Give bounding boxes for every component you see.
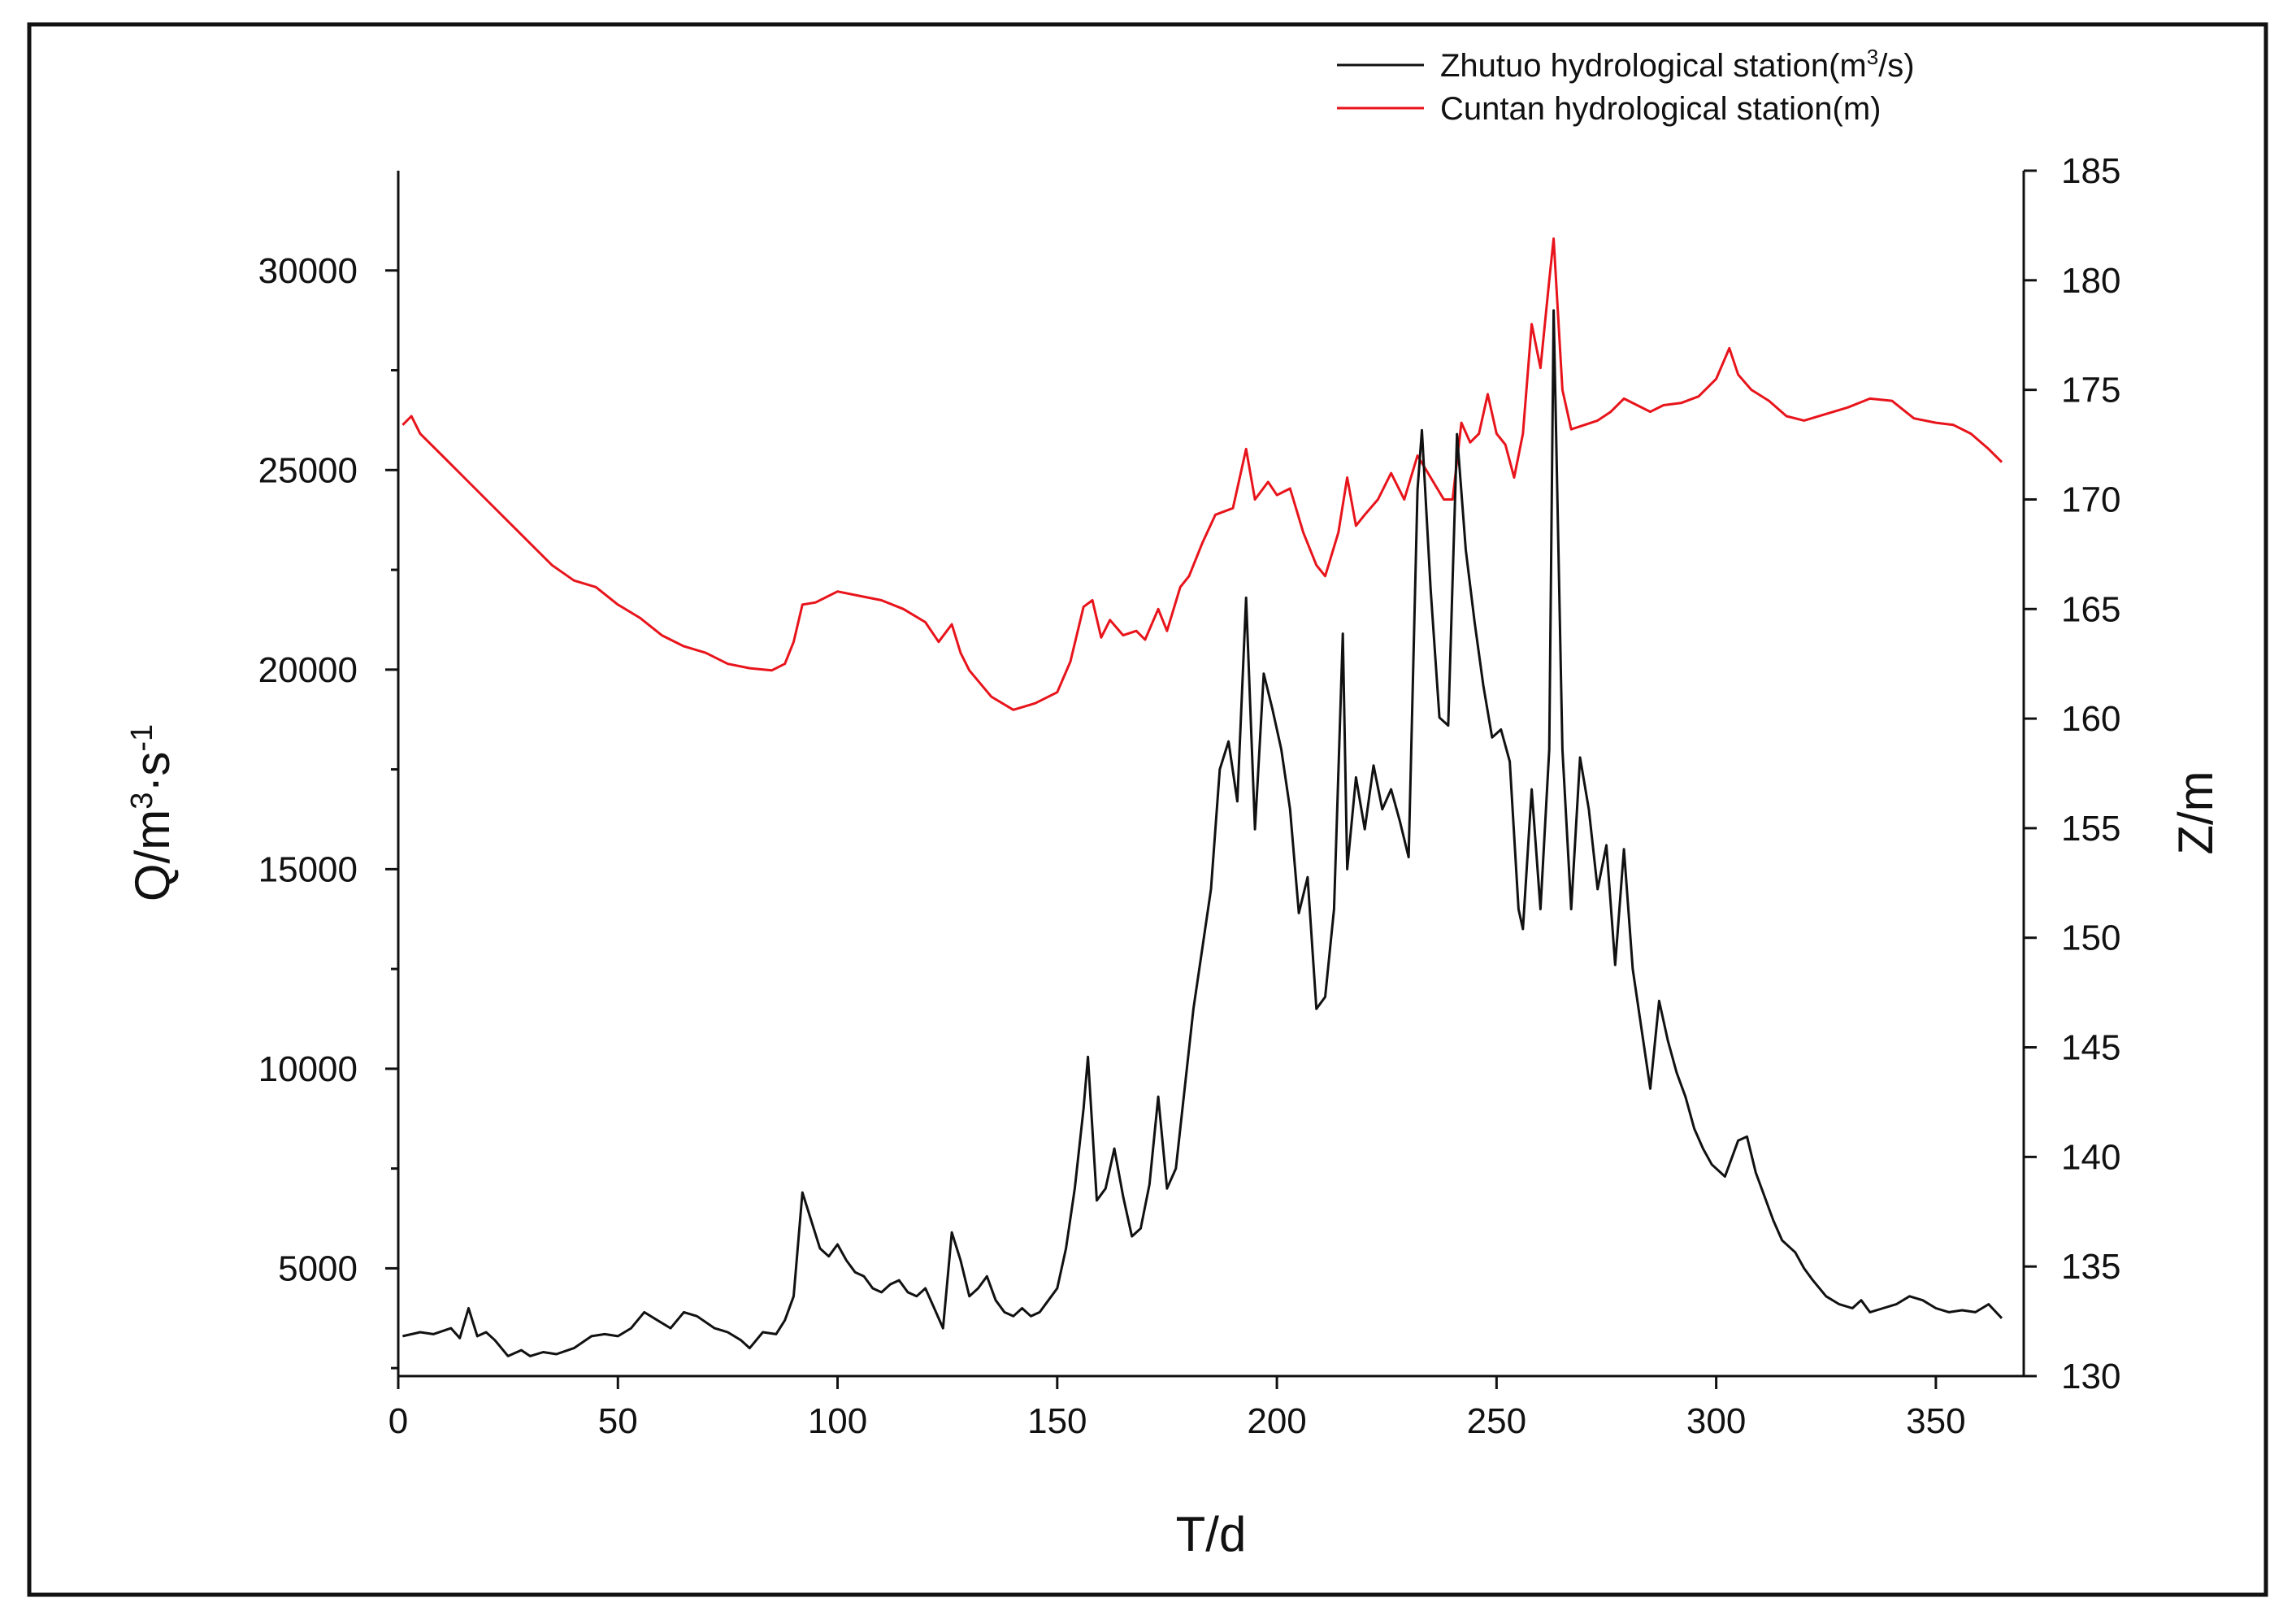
y-right-tick-label-2: 140 — [2061, 1137, 2120, 1177]
left-y-axis-title-sup2: -1 — [125, 724, 159, 752]
y-left-tick-label-2: 15000 — [258, 849, 358, 889]
legend-label-zhutuo: Zhutuo hydrological station(m3/s) — [1440, 45, 1915, 84]
y-left-tick-label-0: 5000 — [278, 1248, 358, 1288]
left-y-axis-ticks: 5000 10000 15000 20000 25000 30000 — [258, 251, 398, 1370]
series-line-cuntan — [401, 237, 2003, 711]
y-left-tick-label-5: 30000 — [258, 251, 358, 291]
x-tick-label-1: 50 — [598, 1401, 638, 1441]
right-y-axis-title: Z/m — [2168, 771, 2223, 854]
y-right-tick-label-9: 175 — [2061, 371, 2120, 410]
y-right-tick-label-1: 135 — [2061, 1247, 2120, 1287]
left-y-axis-title-mid: ·s — [125, 752, 180, 792]
y-right-tick-label-11: 185 — [2061, 151, 2120, 191]
legend-label-zhutuo-base: Zhutuo hydrological station(m — [1440, 48, 1867, 84]
left-y-axis-title-base: Q/m — [125, 810, 180, 901]
right-y-axis-ticks: 130 135 140 145 150 155 160 165 170 175 180 185 — [2024, 151, 2120, 1396]
outer-frame — [27, 22, 2268, 1597]
legend-label-zhutuo-sup: 3 — [1867, 45, 1878, 69]
x-axis-ticks: 0 50 100 150 200 250 300 350 — [388, 1376, 1966, 1441]
legend-label-zhutuo-tail: /s) — [1878, 48, 1914, 84]
y-right-tick-label-6: 160 — [2061, 699, 2120, 739]
y-right-tick-label-3: 145 — [2061, 1028, 2120, 1068]
series-line-zhutuo — [402, 309, 2003, 1357]
x-tick-label-4: 200 — [1247, 1401, 1306, 1441]
legend: Zhutuo hydrological station(m3/s) Cuntan… — [1337, 45, 1915, 127]
y-right-tick-label-8: 170 — [2061, 480, 2120, 519]
y-right-tick-label-7: 165 — [2061, 589, 2120, 629]
x-tick-label-6: 300 — [1686, 1401, 1746, 1441]
y-right-tick-label-10: 180 — [2061, 261, 2120, 301]
legend-label-cuntan: Cuntan hydrological station(m) — [1440, 91, 1881, 127]
x-tick-label-5: 250 — [1467, 1401, 1526, 1441]
x-tick-label-0: 0 — [388, 1401, 408, 1441]
y-left-tick-label-4: 25000 — [258, 450, 358, 490]
left-y-axis-title-sup1: 3 — [125, 792, 159, 810]
y-right-tick-label-4: 150 — [2061, 918, 2120, 958]
y-left-tick-label-1: 10000 — [258, 1049, 358, 1089]
y-right-tick-label-5: 155 — [2061, 809, 2120, 849]
x-tick-label-7: 350 — [1906, 1401, 1965, 1441]
left-y-axis-title: Q/m3·s-1 — [125, 724, 180, 901]
y-right-tick-label-0: 130 — [2061, 1357, 2120, 1396]
x-tick-label-2: 100 — [808, 1401, 867, 1441]
y-left-tick-label-3: 20000 — [258, 650, 358, 690]
x-axis-title: T/d — [1176, 1507, 1247, 1561]
x-tick-label-3: 150 — [1027, 1401, 1087, 1441]
